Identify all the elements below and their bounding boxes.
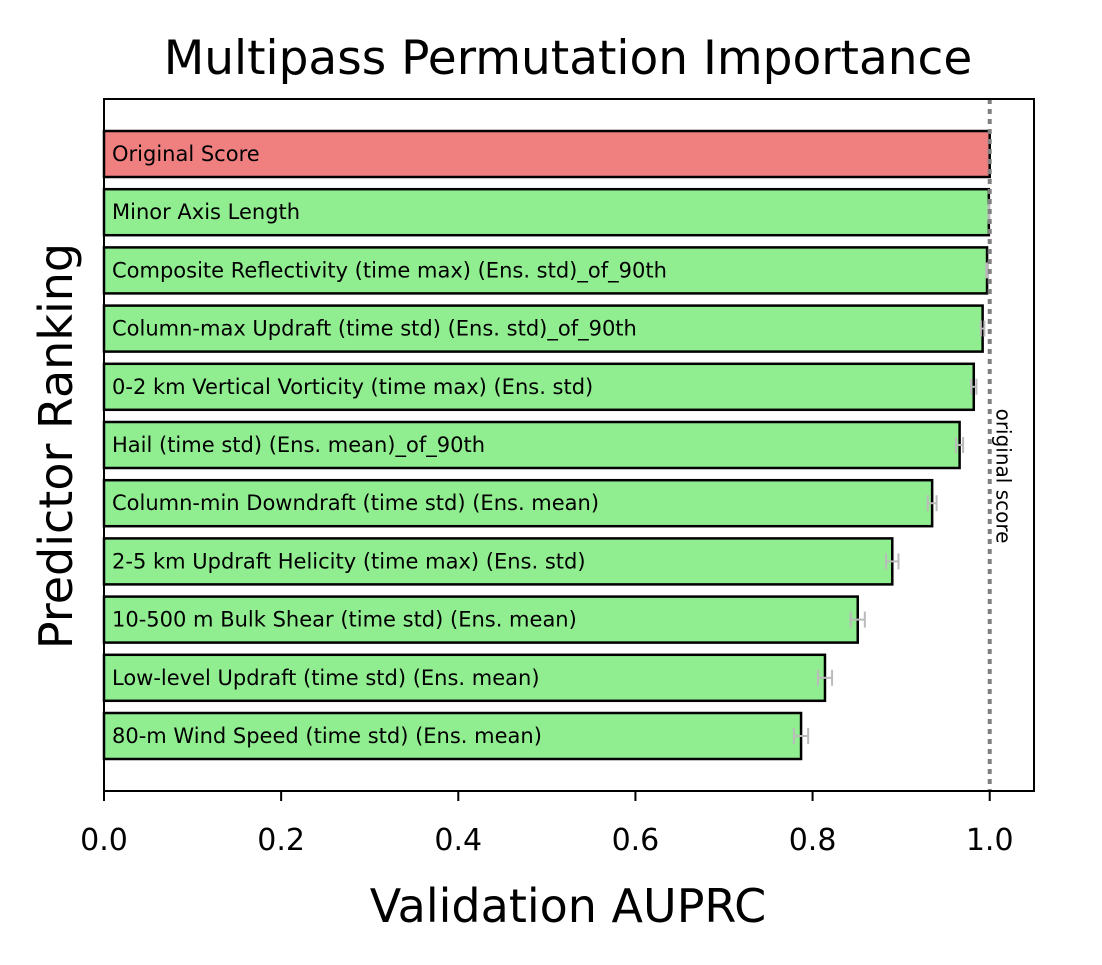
x-tick-label: 1.0 xyxy=(966,823,1014,858)
bar xyxy=(102,362,976,412)
x-tick-label: 0.2 xyxy=(257,823,305,858)
bar-group: 2-5 km Updraft Helicity (time max) (Ens.… xyxy=(102,537,900,586)
bar-label: 0-2 km Vertical Vorticity (time max) (En… xyxy=(112,375,593,399)
bar-group: Hail (time std) (Ens. mean)_of_90th xyxy=(102,420,965,470)
x-tick-label: 0.6 xyxy=(612,823,660,858)
bar xyxy=(102,537,894,586)
x-tick-label: 0.0 xyxy=(80,823,128,858)
x-tick-label: 0.4 xyxy=(434,823,482,858)
bar xyxy=(102,304,984,353)
bar-label: Original Score xyxy=(112,142,260,166)
bar-label: Column-max Updraft (time std) (Ens. std)… xyxy=(112,317,637,342)
chart-title: Multipass Permutation Importance xyxy=(164,31,973,86)
x-tick-label: 0.8 xyxy=(789,823,837,858)
bar-label: Composite Reflectivity (time max) (Ens. … xyxy=(112,258,667,283)
x-axis-label: Validation AUPRC xyxy=(370,879,766,933)
original-score-label: original score xyxy=(992,409,1016,544)
bar-group: Column-min Downdraft (time std) (Ens. me… xyxy=(102,478,938,528)
bar-group: Low-level Updraft (time std) (Ens. mean) xyxy=(102,653,834,703)
bar-label: Column-min Downdraft (time std) (Ens. me… xyxy=(112,491,599,515)
bar-label: 80-m Wind Speed (time std) (Ens. mean) xyxy=(112,724,542,748)
bar-label: 2-5 km Updraft Helicity (time max) (Ens.… xyxy=(112,549,586,573)
bar-label: Low-level Updraft (time std) (Ens. mean) xyxy=(112,666,540,690)
reference-line-layer: original score xyxy=(987,99,1016,791)
bar-group: Minor Axis Length xyxy=(102,187,991,237)
bar-group: 10-500 m Bulk Shear (time std) (Ens. mea… xyxy=(102,595,866,644)
bar xyxy=(102,653,827,703)
bar xyxy=(102,595,859,644)
bar-group: Column-max Updraft (time std) (Ens. std)… xyxy=(102,304,986,353)
bar-label: Hail (time std) (Ens. mean)_of_90th xyxy=(112,433,485,458)
bar xyxy=(102,187,991,237)
bar-group: Original Score xyxy=(102,129,991,179)
bar-label: 10-500 m Bulk Shear (time std) (Ens. mea… xyxy=(112,608,577,632)
y-axis-label: Predictor Ranking xyxy=(29,243,83,649)
bar-group: 0-2 km Vertical Vorticity (time max) (En… xyxy=(102,362,978,412)
plot-frame xyxy=(103,98,1035,792)
bar xyxy=(102,246,989,295)
bar-group: 80-m Wind Speed (time std) (Ens. mean) xyxy=(102,711,810,761)
bar-label: Minor Axis Length xyxy=(112,200,300,224)
bars-layer: Original Score Minor Axis Length Composite… xyxy=(102,129,991,761)
x-axis-ticks: 0.0 0.2 0.4 0.6 0.8 1.0 xyxy=(80,791,1014,858)
bar-group: Composite Reflectivity (time max) (Ens. … xyxy=(102,246,989,295)
bar xyxy=(102,420,961,470)
bar xyxy=(102,478,934,528)
bar xyxy=(102,711,803,761)
